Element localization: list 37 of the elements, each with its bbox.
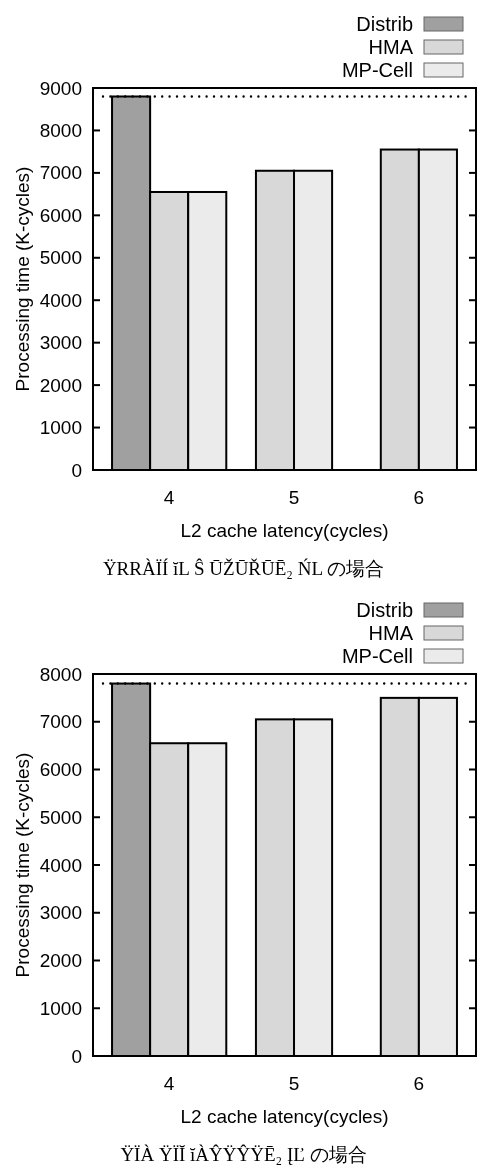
y-tick-label: 3000 — [39, 332, 82, 354]
x-axis-title: L2 cache latency(cycles) — [180, 519, 389, 541]
y-tick-label: 2000 — [39, 950, 82, 971]
text: ŸRRÀÏÍ ĭL Ŝ ŪŽŪŘŪĒ₂ ŃL の場合 — [102, 557, 385, 579]
legend-label: MP-Cell — [341, 59, 413, 81]
x-tick-label: 5 — [288, 1072, 300, 1094]
y-tick-label: 4000 — [39, 854, 82, 876]
legend-label: HMA — [368, 36, 414, 58]
y-tick-label: 7000 — [39, 711, 82, 733]
x-tick-label: 6 — [413, 486, 425, 508]
y-tick-label: 8000 — [39, 663, 82, 685]
y-tick-label: 9000 — [39, 77, 82, 99]
y-tick-label: 1000 — [39, 997, 82, 1019]
y-tick-label: 0 — [71, 459, 82, 481]
legend-label: MP-Cell — [341, 645, 413, 667]
y-axis-title: Processing time (K-cycles) — [11, 166, 33, 392]
y-tick-label: 0 — [71, 1045, 82, 1067]
y-tick-label: 2000 — [39, 374, 82, 396]
y-tick-label: 8000 — [39, 119, 82, 141]
y-tick-label: 5000 — [39, 806, 82, 828]
legend-label: Distrib — [356, 599, 413, 621]
x-tick-label: 4 — [163, 486, 175, 508]
y-tick-label: 6000 — [39, 759, 82, 780]
x-axis-title: L2 cache latency(cycles) — [180, 1105, 389, 1127]
y-tick-label: 4000 — [39, 289, 82, 311]
x-tick-label: 5 — [288, 486, 300, 508]
x-tick-label: 4 — [163, 1072, 175, 1094]
y-tick-label: 5000 — [39, 247, 82, 269]
y-tick-label: 6000 — [39, 204, 82, 226]
y-tick-label: 7000 — [39, 162, 82, 184]
y-tick-label: 3000 — [39, 902, 82, 924]
y-tick-label: 1000 — [39, 417, 82, 439]
legend-label: Distrib — [356, 13, 413, 35]
text: ŸÏÀ ŸÏĬ ĭÀŶŸŶŸĒ₂ ĮĽ の場合 — [120, 1143, 367, 1165]
legend-label: HMA — [368, 622, 414, 644]
x-tick-label: 6 — [413, 1072, 425, 1094]
y-axis-title: Processing time (K-cycles) — [11, 752, 33, 978]
